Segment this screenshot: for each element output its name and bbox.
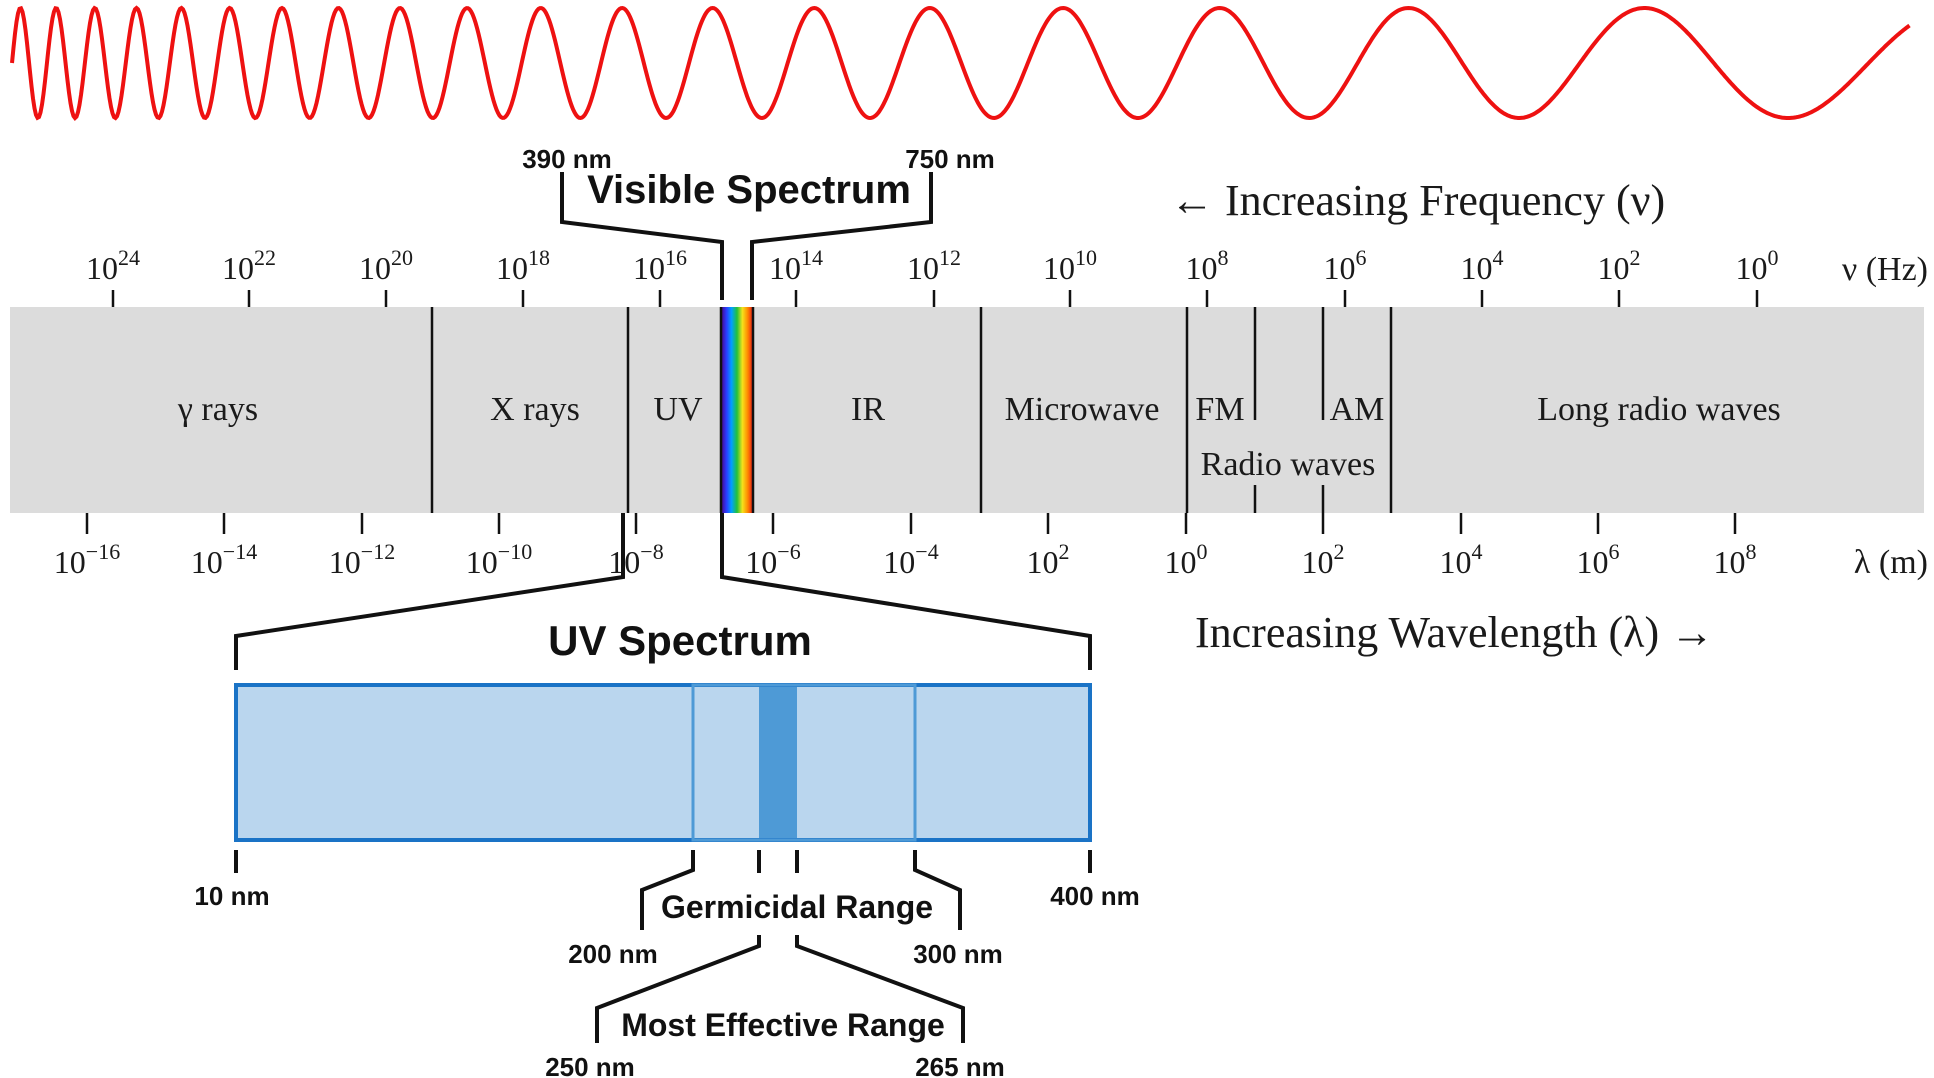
most-effective-range-box <box>759 687 797 838</box>
frequency-tick-label: 1012 <box>907 245 961 286</box>
frequency-axis: 1024 1022 1020 1018 1016 1014 1012 1010 108 106 10… <box>86 245 1779 307</box>
uv-spectrum-bar <box>234 683 1092 842</box>
band-label-fm: FM <box>1195 391 1244 428</box>
effective-left-bracket <box>595 935 761 1043</box>
effective-end-label: 265 nm <box>915 1052 1005 1078</box>
frequency-tick-label: 104 <box>1461 245 1504 286</box>
uv-left-bracket <box>234 513 625 670</box>
uv-range-brackets: 10 nm 400 nm Germicidal Range 200 nm 300… <box>194 850 1140 1078</box>
wavelength-axis: 10−16 10−14 10−12 10−10 10−8 10−6 10−4 102 100 10… <box>54 513 1757 580</box>
frequency-caption: ← Increasing Frequency (ν) <box>1170 176 1665 225</box>
frequency-tick-label: 1024 <box>86 245 140 286</box>
germicidal-left-bracket <box>640 850 695 930</box>
visible-spectrum-title: Visible Spectrum <box>587 168 911 212</box>
germicidal-start-label: 200 nm <box>568 939 658 969</box>
germicidal-range-label: Germicidal Range <box>661 889 933 925</box>
uv-spectrum-title: UV Spectrum <box>548 617 812 664</box>
band-label-long-radio: Long radio waves <box>1537 391 1781 428</box>
visible-left-label: 390 nm <box>522 144 612 174</box>
spectrum-band: γ rays X rays UV IR Microwave FM AM Radi… <box>10 307 1924 513</box>
uv-start-label: 10 nm <box>194 881 269 911</box>
uv-right-bracket <box>720 513 1092 670</box>
wavelength-unit: λ (m) <box>1854 544 1928 581</box>
wavelength-tick-label: 10−12 <box>329 539 395 580</box>
uv-end-label: 400 nm <box>1050 881 1140 911</box>
wavelength-tick-label: 104 <box>1440 539 1483 580</box>
visible-rainbow <box>721 307 753 513</box>
effective-right-bracket <box>795 935 965 1043</box>
wavelength-tick-label: 102 <box>1302 539 1345 580</box>
most-effective-range-label: Most Effective Range <box>621 1007 945 1043</box>
visible-right-bracket <box>750 172 933 300</box>
frequency-tick-label: 100 <box>1736 245 1779 286</box>
wavelength-tick-label: 106 <box>1577 539 1620 580</box>
frequency-tick-label: 1014 <box>769 245 823 286</box>
wavelength-tick-label: 102 <box>1027 539 1070 580</box>
frequency-tick-label: 102 <box>1598 245 1641 286</box>
wavelength-tick-label: 10−8 <box>608 539 663 580</box>
germicidal-range-box <box>691 683 917 842</box>
frequency-tick-label: 108 <box>1186 245 1229 286</box>
frequency-tick-label: 1020 <box>359 245 413 286</box>
germicidal-end-label: 300 nm <box>913 939 1003 969</box>
frequency-tick-label: 1018 <box>496 245 550 286</box>
band-label-ir: IR <box>851 391 885 428</box>
band-label-am: AM <box>1330 391 1385 428</box>
frequency-tick-label: 1016 <box>633 245 687 286</box>
germicidal-right-bracket <box>913 850 962 930</box>
band-label-microwave: Microwave <box>1005 391 1160 428</box>
band-background <box>10 307 1924 513</box>
wavelength-tick-label: 10−4 <box>883 539 938 580</box>
frequency-tick-label: 106 <box>1324 245 1367 286</box>
frequency-unit: ν (Hz) <box>1842 251 1928 288</box>
uv-bar <box>234 683 1092 842</box>
effective-start-label: 250 nm <box>545 1052 635 1078</box>
uv-callout-connectors <box>234 513 1092 670</box>
wavelength-caption: Increasing Wavelength (λ) → <box>1195 608 1714 657</box>
wavelength-tick-label: 100 <box>1165 539 1208 580</box>
band-label-radio-waves: Radio waves <box>1201 446 1376 483</box>
frequency-tick-label: 1022 <box>222 245 276 286</box>
band-label-uv: UV <box>653 391 703 428</box>
band-label-gamma: γ rays <box>177 391 258 428</box>
visible-right-label: 750 nm <box>905 144 995 174</box>
em-wave-curve <box>10 5 1911 121</box>
wavelength-tick-label: 10−16 <box>54 539 120 580</box>
band-label-xray: X rays <box>490 391 580 428</box>
visible-spectrum-callout: 390 nm 750 nm Visible Spectrum <box>522 144 995 300</box>
wavelength-tick-label: 10−6 <box>745 539 800 580</box>
wavelength-tick-label: 10−10 <box>466 539 532 580</box>
visible-left-bracket <box>560 172 724 300</box>
wavelength-tick-label: 10−14 <box>191 539 257 580</box>
wavelength-tick-label: 108 <box>1714 539 1757 580</box>
frequency-tick-label: 1010 <box>1043 245 1097 286</box>
